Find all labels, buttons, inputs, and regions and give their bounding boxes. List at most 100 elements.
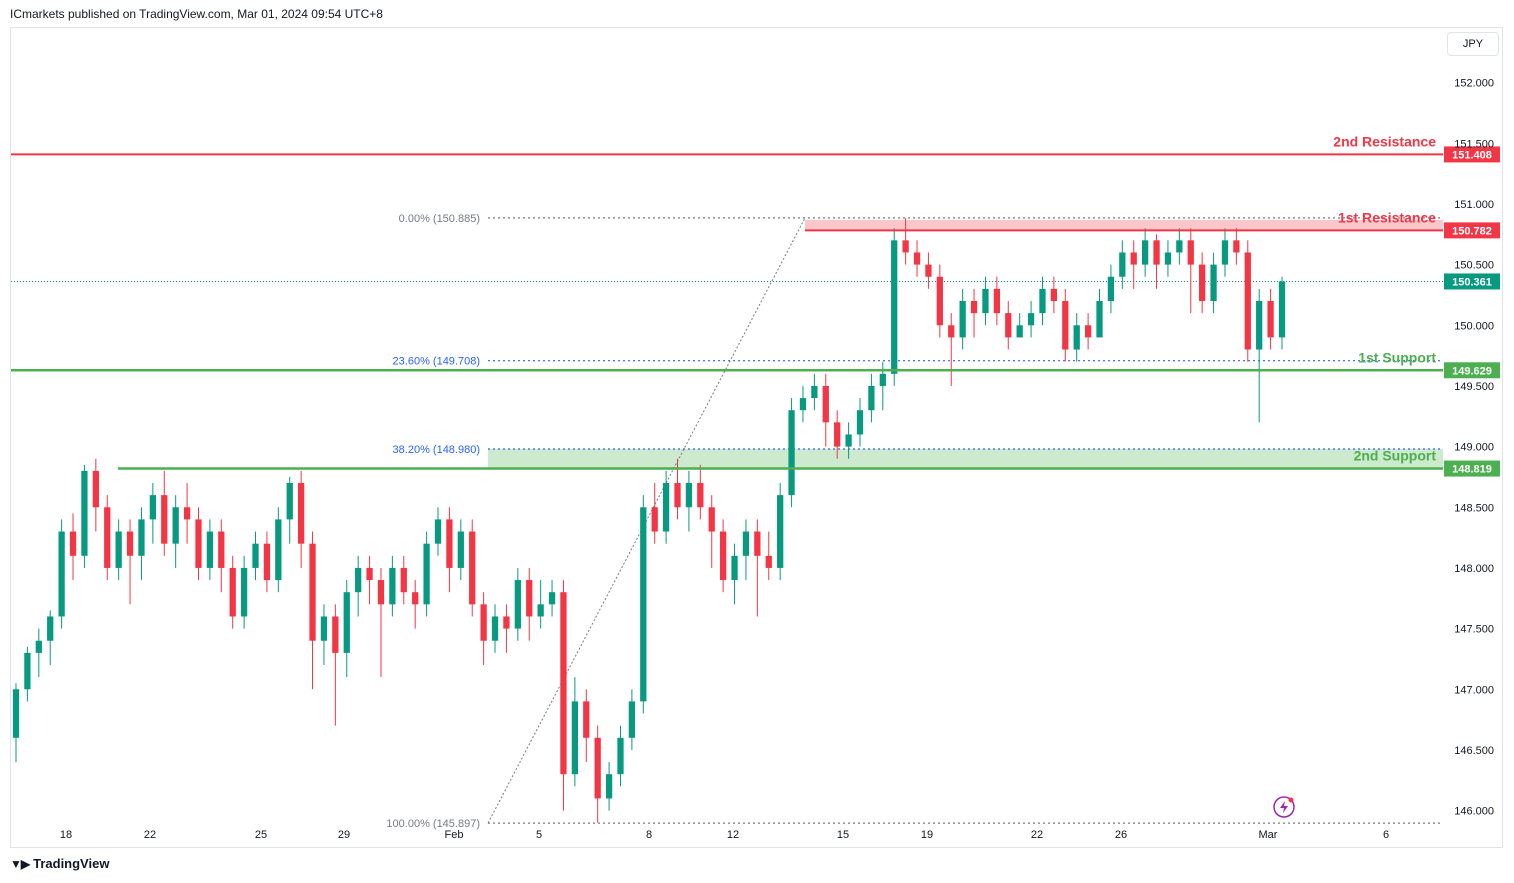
y-tick-label: 150.500: [1454, 260, 1494, 272]
candle-body: [1221, 240, 1229, 265]
tradingview-logo-icon: ▼▶: [10, 856, 30, 871]
current-price-label: 150.361: [1452, 276, 1492, 288]
candle-body: [708, 507, 715, 532]
y-tick-label: 152.000: [1454, 78, 1494, 90]
y-tick-label: 149.500: [1454, 381, 1494, 393]
candle-body: [138, 519, 145, 556]
y-tick-label: 148.000: [1454, 563, 1494, 575]
candle-body: [297, 483, 305, 544]
x-tick-label: 22: [144, 829, 156, 841]
y-tick-label: 147.000: [1454, 684, 1494, 696]
candle-body: [35, 640, 42, 653]
candle-body: [982, 288, 989, 314]
x-tick-label: 29: [338, 829, 350, 841]
candle-body: [1141, 240, 1149, 265]
fibonacci-label: 23.60% (149.708): [393, 356, 480, 368]
candle-body: [1187, 240, 1194, 265]
candle-body: [172, 507, 179, 544]
level-price-badge: [1444, 362, 1500, 379]
x-tick-label: 12: [727, 829, 739, 841]
x-tick-label: 8: [646, 829, 652, 841]
y-tick-label: 149.000: [1454, 442, 1494, 454]
candle-body: [514, 580, 521, 629]
candle-body: [195, 519, 202, 568]
candle-body: [845, 434, 852, 447]
candle-body: [970, 301, 978, 314]
candle-body: [651, 507, 658, 532]
lightning-icon[interactable]: [1273, 796, 1295, 818]
candle-body: [24, 652, 31, 690]
candle-body: [788, 410, 795, 496]
candle-body: [229, 567, 236, 617]
candle-body: [469, 531, 476, 605]
candle-body: [161, 495, 168, 544]
candle-body: [240, 567, 248, 617]
candle-body: [777, 495, 784, 568]
publisher-header: ICmarkets published on TradingView.com, …: [10, 7, 383, 21]
candle-body: [1107, 276, 1115, 301]
candle-body: [571, 701, 579, 775]
candle-body: [913, 252, 921, 265]
y-tick-label: 148.500: [1454, 502, 1494, 514]
current-price-badge: [1444, 273, 1500, 290]
candle-body: [1278, 281, 1286, 338]
axis-layer: 152.000 151.500 151.000 150.500 150.000 149.5…: [60, 78, 1494, 841]
candle-body: [537, 604, 544, 617]
candle-body: [332, 616, 339, 653]
level-name: 1st Resistance: [1338, 209, 1436, 225]
candle-body: [605, 774, 613, 799]
candle-body: [434, 519, 442, 544]
candle-body: [948, 325, 955, 338]
candle-body: [674, 483, 681, 508]
candle-body: [1027, 313, 1035, 326]
level-price-label: 149.629: [1452, 365, 1492, 377]
candle-body: [1084, 325, 1092, 338]
candle-body: [343, 592, 350, 653]
candle-body: [594, 737, 601, 799]
y-tick-label: 146.500: [1454, 745, 1494, 757]
candle-body: [183, 507, 191, 520]
candle-body: [617, 737, 624, 775]
candle-body: [1244, 252, 1251, 350]
candle-body: [811, 385, 818, 399]
resistance-zone: [805, 219, 1443, 231]
candle-body: [959, 301, 966, 338]
candle-body: [389, 567, 396, 605]
candle-body: [662, 483, 670, 532]
candle-body: [206, 531, 214, 568]
candle-body: [640, 507, 647, 702]
candle-body: [993, 288, 1001, 314]
y-tick-label: 151.000: [1454, 199, 1494, 211]
candle-body: [834, 422, 841, 447]
candle-body: [47, 616, 54, 641]
candle-body: [731, 555, 738, 581]
footer-brand: ▼▶ TradingView: [10, 856, 109, 871]
candle-body: [742, 531, 750, 556]
candle-body: [936, 276, 943, 326]
candle-body: [526, 580, 533, 617]
candle-body: [799, 398, 807, 411]
candle-body: [685, 483, 693, 508]
zone-layer: [488, 219, 1443, 469]
candle-body: [1130, 252, 1137, 265]
candle-body: [12, 689, 20, 738]
level-name: 2nd Resistance: [1333, 133, 1436, 149]
x-tick-label: 18: [60, 829, 72, 841]
currency-button[interactable]: JPY: [1447, 32, 1499, 56]
fibonacci-label: 38.20% (148.980): [393, 444, 480, 456]
candle-body: [366, 567, 373, 581]
candle-body: [719, 531, 727, 581]
candle-body: [548, 592, 556, 605]
candle-body: [902, 240, 909, 253]
candle-body: [1073, 325, 1080, 350]
y-tick-label: 147.500: [1454, 624, 1494, 636]
candle-body: [1267, 301, 1274, 338]
candle-body: [104, 507, 111, 568]
candle-body: [149, 495, 157, 520]
x-tick-label: 26: [1115, 829, 1127, 841]
candle-body: [423, 543, 430, 605]
level-price-badge: [1444, 146, 1500, 163]
level-price-label: 148.819: [1452, 464, 1492, 476]
fibonacci-trend-line: [487, 217, 806, 824]
